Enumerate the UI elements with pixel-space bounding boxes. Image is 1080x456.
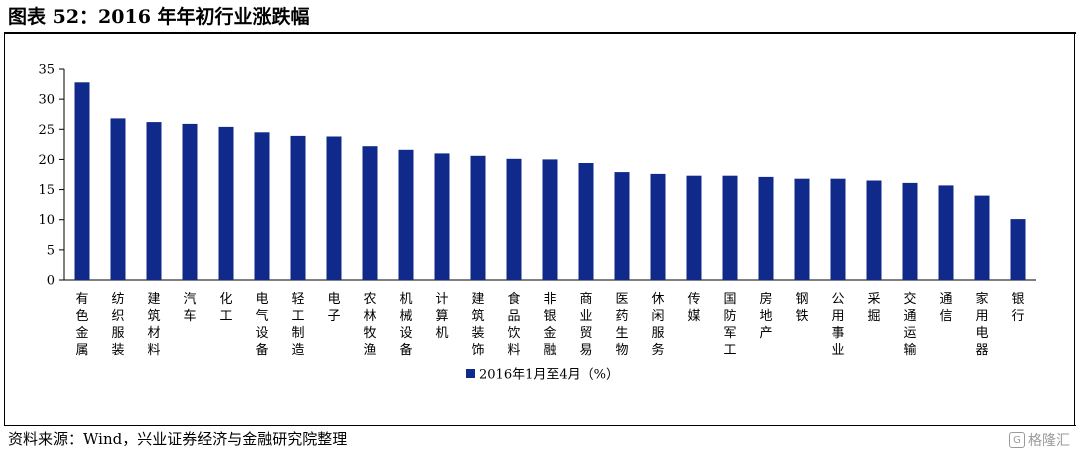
y-tick-label: 30 [38,93,55,108]
bar [506,158,522,280]
x-tick-label: 纺织服装 [111,292,124,358]
x-tick-label: 农林牧渔 [363,292,376,358]
x-tick-label: 商业贸易 [579,292,592,358]
bar [794,178,810,280]
x-tick-label: 公用事业 [831,292,844,358]
watermark: G 格隆汇 [1009,430,1070,450]
y-tick-label: 15 [38,183,55,198]
watermark-text: 格隆汇 [1028,433,1070,449]
y-tick-label: 35 [38,63,55,78]
x-tick-label: 食品饮料 [507,291,520,358]
bar [866,180,882,280]
x-tick-label: 交通运输 [903,291,916,358]
bar [938,185,954,280]
x-tick-label: 轻工制造 [291,292,304,358]
x-tick-label: 休闲服务 [651,292,664,358]
bar [758,176,774,280]
y-tick-label: 5 [47,243,55,258]
bar [218,126,234,281]
bar [290,135,306,280]
bar [398,149,414,280]
y-axis: 0 5 10 15 20 25 30 35 [38,63,65,289]
title-rule [4,32,1076,34]
x-tick-label: 电子 [327,292,340,324]
source-rule [4,425,1076,426]
x-tick-label: 采掘 [867,292,880,324]
x-tick-label: 建筑材料 [147,292,160,358]
x-tick-label: 家用电器 [975,291,988,358]
bar [74,82,90,280]
bar [146,122,162,280]
legend-label: 2016年1月至4月（%） [479,368,619,383]
x-tick-label: 房地产 [759,291,772,341]
x-tick-label: 机械设备 [399,292,412,358]
x-tick-label: 钢铁 [795,292,808,324]
bar [362,146,378,280]
bar [1010,219,1026,280]
x-tick-label: 国防军工 [723,292,736,358]
x-tick-label: 有色金属 [75,292,88,358]
x-tick-label: 计算机 [435,292,448,341]
y-tick-label: 20 [38,153,55,168]
figure-title: 图表 52：2016 年年初行业涨跌幅 [8,6,310,28]
x-tick-label: 电气设备 [255,292,268,358]
x-tick-label: 非银金融 [543,292,556,358]
bar [902,182,918,280]
bar [110,118,126,281]
legend: 2016年1月至4月（%） [466,368,619,383]
bar [326,136,342,280]
legend-swatch [466,369,475,378]
bar [650,173,666,280]
bar [830,178,846,280]
x-tick-label: 传媒 [687,292,700,324]
chart-frame [4,34,1075,425]
bar [470,155,486,280]
bar [686,175,702,280]
bar [254,132,270,280]
watermark-logo-icon: G [1009,432,1025,448]
x-tick-label: 通信 [939,292,952,324]
bar [974,195,990,280]
y-tick-label: 25 [38,123,55,138]
y-tick-label: 10 [38,213,55,228]
x-tick-label: 建筑装饰 [471,292,484,358]
source-note: 资料来源：Wind，兴业证券经济与金融研究院整理 [8,430,348,448]
bar-series [74,82,1026,281]
bar [614,172,630,280]
x-tick-label: 化工 [219,292,232,324]
bar [542,159,558,280]
x-tick-label: 银行 [1011,292,1024,324]
bar [722,175,738,280]
x-tick-label: 汽车 [183,292,196,324]
x-tick-label: 医药生物 [615,292,628,358]
bar [182,123,198,281]
y-tick-label: 0 [47,274,55,289]
bar [434,153,450,280]
bar [578,163,594,280]
